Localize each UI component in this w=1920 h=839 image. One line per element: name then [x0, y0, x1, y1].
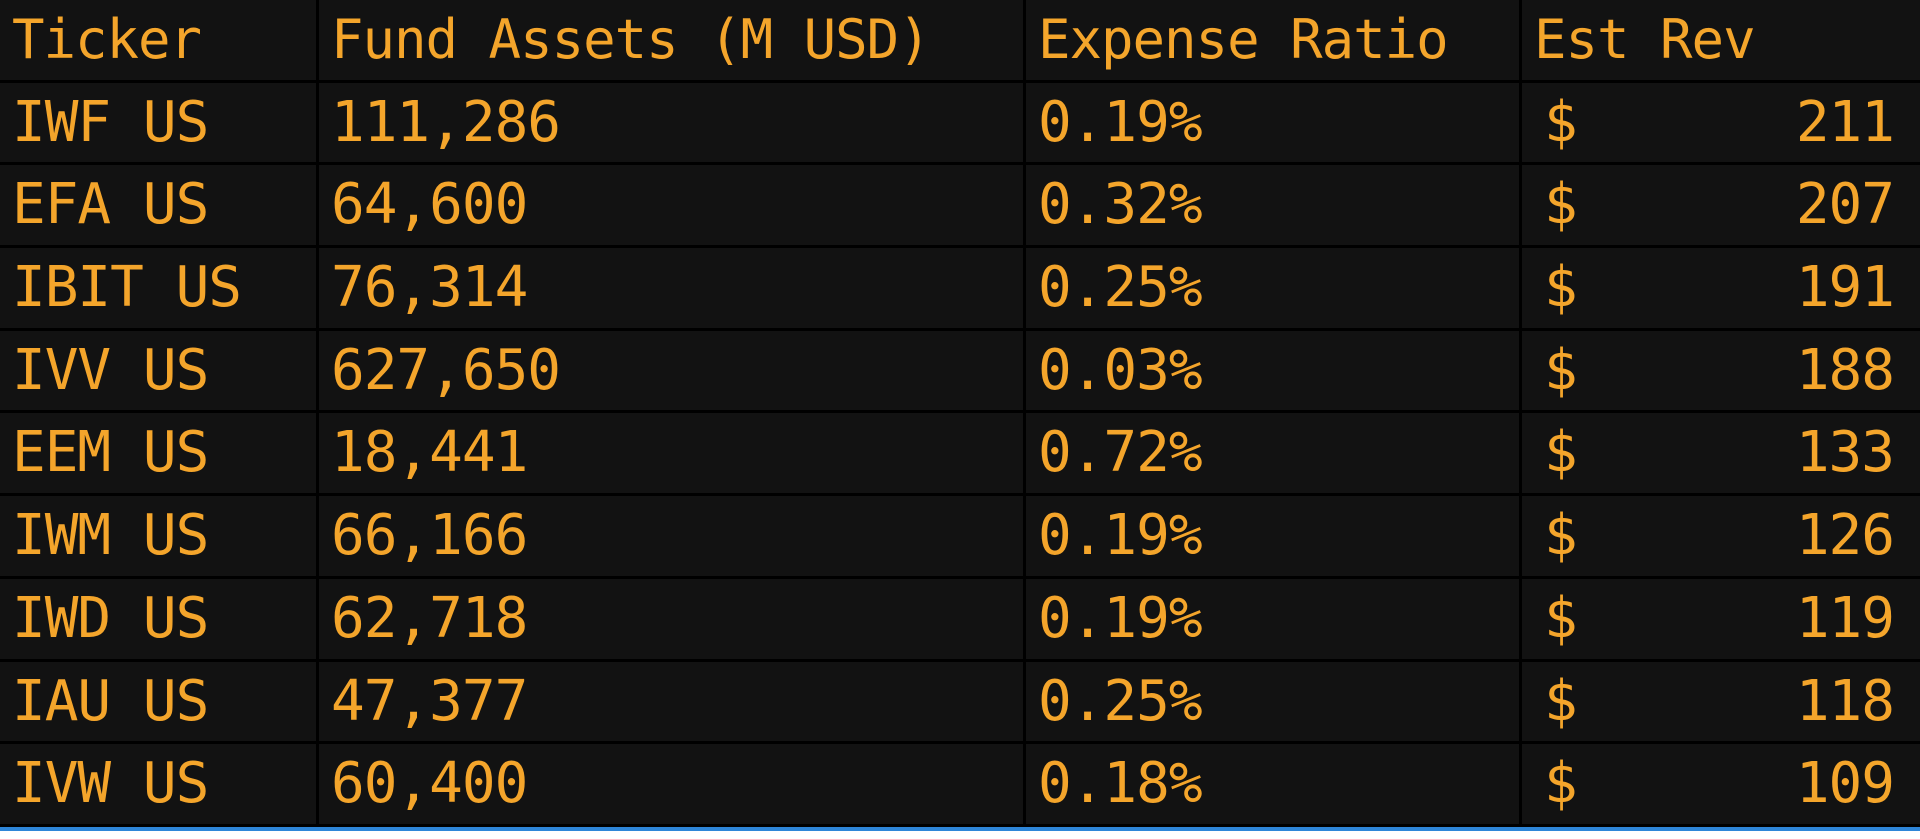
expense-ratio-cell: 0.19% — [1026, 496, 1522, 579]
fund-assets-cell: 47,377 — [319, 661, 1026, 745]
currency-symbol: $ — [1544, 172, 1578, 238]
ticker-cell[interactable]: IVV US — [0, 330, 319, 414]
currency-symbol: $ — [1544, 255, 1578, 321]
est-rev-cell: $109 — [1522, 744, 1920, 827]
ticker-cell[interactable]: IVW US — [0, 744, 319, 827]
currency-symbol: $ — [1544, 668, 1578, 734]
expense-ratio-cell: 0.25% — [1026, 248, 1522, 331]
est-rev-cell: $126 — [1522, 496, 1920, 579]
expense-ratio-cell: 0.03% — [1026, 330, 1522, 414]
est-rev-value: 188 — [1795, 337, 1895, 403]
est-rev-value: 207 — [1795, 172, 1895, 238]
expense-ratio-cell: 0.18% — [1026, 744, 1522, 827]
currency-symbol: $ — [1544, 337, 1578, 403]
fund-assets-cell: 62,718 — [319, 578, 1026, 662]
est-rev-value: 118 — [1795, 668, 1895, 734]
fund-assets-cell: 64,600 — [319, 165, 1026, 249]
est-rev-value: 126 — [1795, 503, 1895, 569]
ticker-cell[interactable]: EEM US — [0, 413, 319, 497]
bottom-rule — [0, 827, 1920, 831]
fund-assets-cell: 76,314 — [319, 248, 1026, 331]
column-header-fund-assets[interactable]: Fund Assets (M USD) — [319, 0, 1026, 83]
currency-symbol: $ — [1544, 503, 1578, 569]
est-rev-cell: $207 — [1522, 165, 1920, 249]
est-rev-value: 211 — [1795, 89, 1895, 155]
column-header-expense-ratio[interactable]: Expense Ratio — [1026, 0, 1522, 83]
ticker-cell[interactable]: IWD US — [0, 578, 319, 662]
ticker-cell[interactable]: IAU US — [0, 661, 319, 745]
ticker-cell[interactable]: EFA US — [0, 165, 319, 249]
currency-symbol: $ — [1544, 585, 1578, 651]
est-rev-value: 133 — [1795, 420, 1895, 486]
expense-ratio-cell: 0.19% — [1026, 578, 1522, 662]
est-rev-value: 191 — [1795, 255, 1895, 321]
currency-symbol: $ — [1544, 89, 1578, 155]
est-rev-cell: $191 — [1522, 248, 1920, 331]
expense-ratio-cell: 0.72% — [1026, 413, 1522, 497]
column-header-est-rev[interactable]: Est Rev — [1522, 0, 1920, 83]
expense-ratio-cell: 0.25% — [1026, 661, 1522, 745]
currency-symbol: $ — [1544, 420, 1578, 486]
est-rev-cell: $188 — [1522, 331, 1920, 414]
est-rev-value: 109 — [1795, 751, 1895, 817]
fund-assets-cell: 60,400 — [319, 744, 1026, 827]
fund-assets-cell: 66,166 — [319, 496, 1026, 579]
fund-assets-cell: 111,286 — [319, 82, 1026, 166]
est-rev-cell: $211 — [1522, 83, 1920, 166]
expense-ratio-cell: 0.32% — [1026, 165, 1522, 249]
ticker-cell[interactable]: IBIT US — [0, 248, 319, 331]
currency-symbol: $ — [1544, 751, 1578, 817]
est-rev-cell: $119 — [1522, 579, 1920, 662]
expense-ratio-cell: 0.19% — [1026, 82, 1522, 166]
fund-assets-cell: 18,441 — [319, 413, 1026, 497]
ticker-cell[interactable]: IWM US — [0, 496, 319, 579]
fund-assets-cell: 627,650 — [319, 330, 1026, 414]
est-rev-value: 119 — [1795, 585, 1895, 651]
column-header-ticker[interactable]: Ticker — [0, 0, 319, 83]
bottom-margin — [0, 831, 1920, 839]
est-rev-cell: $133 — [1522, 413, 1920, 497]
est-rev-cell: $118 — [1522, 662, 1920, 745]
ticker-cell[interactable]: IWF US — [0, 82, 319, 166]
